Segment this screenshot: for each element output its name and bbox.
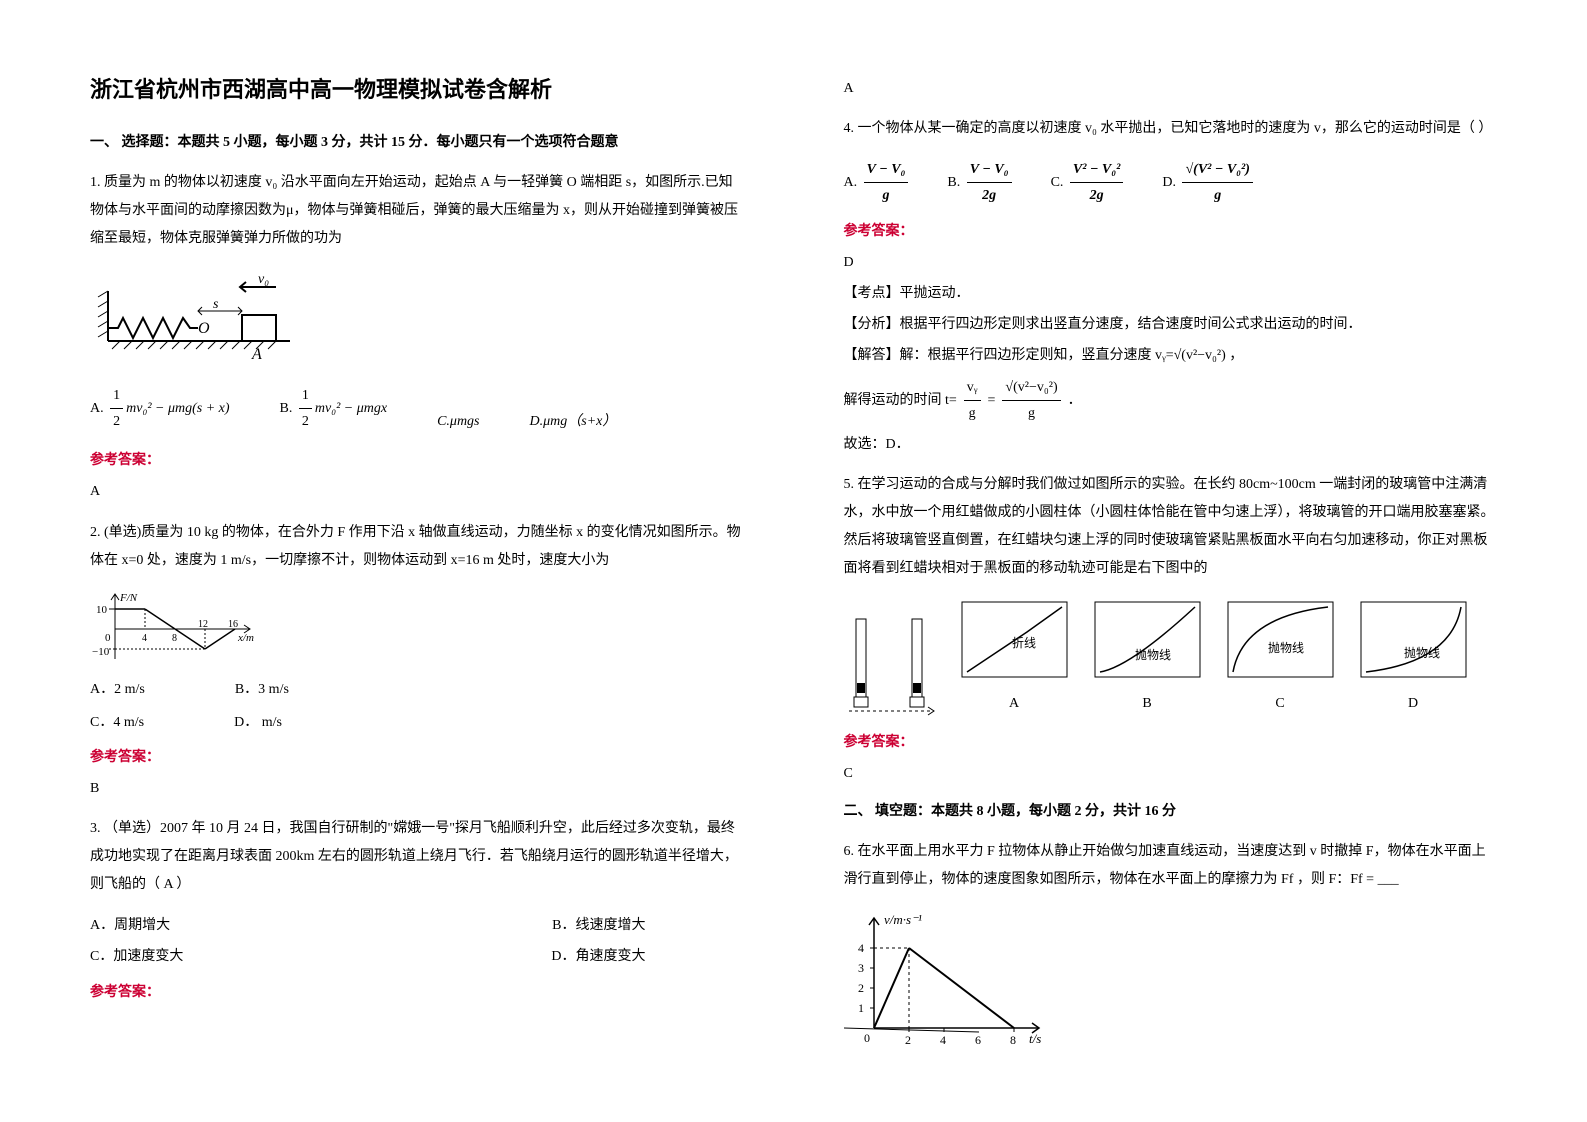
q5-answer: C xyxy=(844,761,1498,786)
q4-expl-l3: 【解答】解：根据平行四边形定则知，竖直分速度 vᵧ=√(v²−v₀²) ， xyxy=(844,343,1498,368)
q1-answer: A xyxy=(90,479,744,504)
svg-text:1: 1 xyxy=(858,1001,864,1015)
svg-text:t/s: t/s xyxy=(1029,1031,1041,1046)
svg-text:抛物线: 抛物线 xyxy=(1268,640,1304,655)
svg-text:v₀: v₀ xyxy=(258,273,269,287)
q3-option-d: D．角速度变大 xyxy=(551,944,645,969)
q1-option-d: D.μmg（s+x） xyxy=(530,409,617,434)
q1-option-c: C.μmgs xyxy=(437,409,479,434)
right-column: A 4. 一个物体从某一确定的高度以初速度 v₀ 水平抛出，已知它落地时的速度为… xyxy=(794,0,1587,1122)
question-2: 2. (单选)质量为 10 kg 的物体，在合外力 F 作用下沿 x 轴做直线运… xyxy=(90,519,744,575)
q4-answer: D xyxy=(844,250,1498,275)
svg-text:12: 12 xyxy=(198,619,208,630)
q3-options-row2: C．加速度变大 D．角速度变大 xyxy=(90,944,645,969)
q3-text: 3. （单选）2007 年 10 月 24 日，我国自行研制的"嫦娥一号"探月飞… xyxy=(90,821,738,892)
q4-option-a: A. V − V₀ g xyxy=(844,157,912,208)
q2-option-b: B．3 m/s xyxy=(235,677,289,702)
q3-option-b: B．线速度增大 xyxy=(552,913,645,938)
q1-answer-label: 参考答案： xyxy=(90,448,744,473)
q2-text: 2. (单选)质量为 10 kg 的物体，在合外力 F 作用下沿 x 轴做直线运… xyxy=(90,525,741,568)
svg-text:4: 4 xyxy=(858,941,864,955)
svg-text:F/N: F/N xyxy=(119,592,138,604)
q3-option-a: A．周期增大 xyxy=(90,913,170,938)
q1-option-b: B. 12mv₀² − μmgx xyxy=(280,383,388,434)
q3-options-row1: A．周期增大 B．线速度增大 xyxy=(90,913,645,938)
question-4: 4. 一个物体从某一确定的高度以初速度 v₀ 水平抛出，已知它落地时的速度为 v… xyxy=(844,115,1498,143)
svg-text:16: 16 xyxy=(228,619,238,630)
q1-option-a: A. 12mv₀² − μmg(s + x) xyxy=(90,383,230,434)
q4-expl-l5: 故选：D． xyxy=(844,432,1498,457)
q5-text: 5. 在学习运动的合成与分解时我们做过如图所示的实验。在长约 80cm~100c… xyxy=(844,477,1495,576)
question-5: 5. 在学习运动的合成与分解时我们做过如图所示的实验。在长约 80cm~100c… xyxy=(844,471,1498,583)
q5-setup-diagram xyxy=(844,611,939,716)
q4-expl-l4: 解得运动的时间 t= vᵧ g = √(v²−v₀²) g ． xyxy=(844,375,1498,426)
page-title: 浙江省杭州市西湖高中高一物理模拟试卷含解析 xyxy=(90,70,744,110)
svg-text:8: 8 xyxy=(172,633,177,644)
q1-spring-diagram: O s A v₀ xyxy=(90,273,744,363)
svg-text:3: 3 xyxy=(858,961,864,975)
q2-answer-label: 参考答案： xyxy=(90,745,744,770)
svg-text:4: 4 xyxy=(142,633,147,644)
svg-text:v/m·s⁻¹: v/m·s⁻¹ xyxy=(884,912,922,927)
q5-diagrams: 折线 A 抛物线 B 抛物线 C xyxy=(844,597,1498,716)
svg-text:A: A xyxy=(251,346,262,363)
q4-expl-l1: 【考点】平抛运动． xyxy=(844,281,1498,306)
q6-text: 6. 在水平面上用水平力 F 拉物体从静止开始做匀加速直线运动，当速度达到 v … xyxy=(844,844,1486,887)
q4-text: 4. 一个物体从某一确定的高度以初速度 v₀ 水平抛出，已知它落地时的速度为 v… xyxy=(844,121,1493,136)
svg-text:−10: −10 xyxy=(92,646,110,658)
svg-text:0: 0 xyxy=(105,632,111,644)
question-6: 6. 在水平面上用水平力 F 拉物体从静止开始做匀加速直线运动，当速度达到 v … xyxy=(844,838,1498,894)
svg-text:8: 8 xyxy=(1010,1033,1016,1047)
svg-text:4: 4 xyxy=(940,1033,946,1047)
q6-graph: v/m·s⁻¹ t/s 1 2 3 4 2 4 6 8 0 xyxy=(844,908,1498,1048)
q4-options: A. V − V₀ g B. V − V₀ 2g C. V² − V₀² 2g … xyxy=(844,157,1498,208)
q5-option-d-diagram: 抛物线 D xyxy=(1356,597,1471,716)
svg-text:x/m: x/m xyxy=(237,632,254,644)
q2-options-row2: C．4 m/s D． m/s xyxy=(90,710,744,735)
q1-options: A. 12mv₀² − μmg(s + x) B. 12mv₀² − μmgx … xyxy=(90,383,744,434)
q3-option-c: C．加速度变大 xyxy=(90,944,183,969)
q5-answer-label: 参考答案： xyxy=(844,730,1498,755)
svg-text:抛物线: 抛物线 xyxy=(1404,645,1440,660)
q4-option-d: D. √(V² − V₀²) g xyxy=(1162,157,1256,208)
q3-answer: A xyxy=(844,76,1498,101)
q2-graph: F/N x/m 10 0 −10 4 8 12 16 xyxy=(90,589,240,669)
svg-text:10: 10 xyxy=(96,604,108,616)
q5-option-a-diagram: 折线 A xyxy=(957,597,1072,716)
svg-text:0: 0 xyxy=(864,1031,870,1045)
section1-header: 一、 选择题：本题共 5 小题，每小题 3 分，共计 15 分．每小题只有一个选… xyxy=(90,130,744,155)
left-column: 浙江省杭州市西湖高中高一物理模拟试卷含解析 一、 选择题：本题共 5 小题，每小… xyxy=(0,0,794,1122)
q4-option-c: C. V² − V₀² 2g xyxy=(1051,157,1127,208)
q2-options-row1: A．2 m/s B．3 m/s xyxy=(90,677,744,702)
q2-answer: B xyxy=(90,776,744,801)
q4-option-b: B. V − V₀ 2g xyxy=(947,157,1014,208)
svg-text:O: O xyxy=(198,320,210,337)
q2-option-a: A．2 m/s xyxy=(90,677,145,702)
svg-text:抛物线: 抛物线 xyxy=(1135,647,1171,662)
svg-text:2: 2 xyxy=(858,981,864,995)
q4-expl-l2: 【分析】根据平行四边形定则求出竖直分速度，结合速度时间公式求出运动的时间． xyxy=(844,312,1498,337)
q1-text: 1. 质量为 m 的物体以初速度 v₀ 沿水平面向左开始运动，起始点 A 与一轻… xyxy=(90,175,738,246)
question-1: 1. 质量为 m 的物体以初速度 v₀ 沿水平面向左开始运动，起始点 A 与一轻… xyxy=(90,169,744,253)
q2-option-c: C．4 m/s xyxy=(90,710,144,735)
svg-text:折线: 折线 xyxy=(1012,635,1036,650)
q5-option-b-diagram: 抛物线 B xyxy=(1090,597,1205,716)
q3-answer-label: 参考答案： xyxy=(90,980,744,1005)
question-3: 3. （单选）2007 年 10 月 24 日，我国自行研制的"嫦娥一号"探月飞… xyxy=(90,815,744,899)
svg-text:2: 2 xyxy=(905,1033,911,1047)
q5-option-c-diagram: 抛物线 C xyxy=(1223,597,1338,716)
q4-answer-label: 参考答案： xyxy=(844,219,1498,244)
svg-text:s: s xyxy=(213,297,219,312)
q2-option-d: D． m/s xyxy=(234,710,282,735)
svg-text:6: 6 xyxy=(975,1033,981,1047)
section2-header: 二、 填空题：本题共 8 小题，每小题 2 分，共计 16 分 xyxy=(844,799,1498,824)
